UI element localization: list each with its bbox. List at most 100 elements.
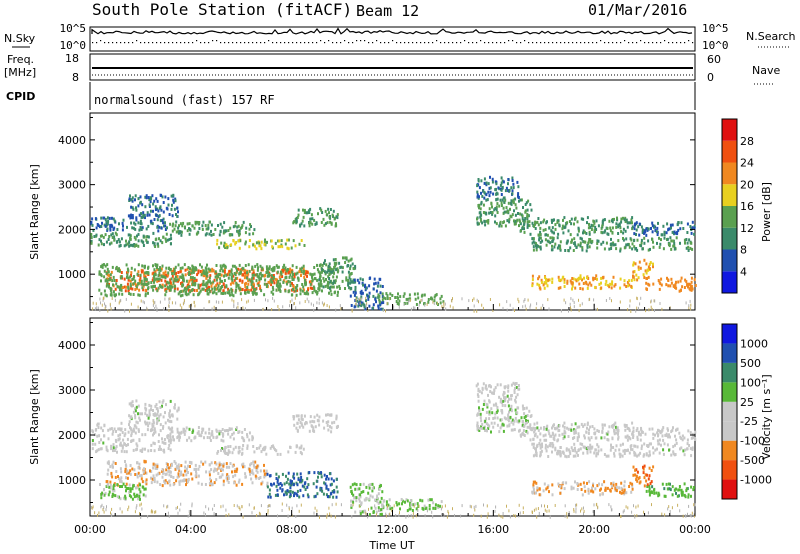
- ground-scatter-cell: [690, 307, 692, 311]
- echo-cell: [152, 413, 155, 416]
- echo-cell: [377, 306, 380, 310]
- echo-cell: [272, 279, 275, 283]
- echo-cell: [208, 431, 211, 435]
- echo-cell: [642, 454, 645, 458]
- echo-cell: [103, 424, 106, 428]
- echo-cell: [518, 428, 521, 432]
- echo-cell: [520, 416, 523, 420]
- echo-cell: [259, 264, 262, 268]
- echo-cell: [129, 279, 132, 283]
- nsearch-dot: [272, 42, 274, 44]
- echo-cell: [156, 480, 159, 484]
- echo-cell: [190, 439, 193, 443]
- echo-cell: [222, 464, 225, 468]
- echo-cell: [314, 494, 317, 498]
- station-title: South Pole Station (fitACF): [92, 0, 352, 19]
- echo-cell: [100, 225, 103, 228]
- echo-cell: [156, 467, 159, 470]
- echo-cell: [161, 264, 164, 268]
- echo-cell: [253, 287, 256, 291]
- echo-cell: [434, 503, 437, 507]
- echo-cell: [142, 283, 145, 286]
- echo-cell: [543, 426, 546, 429]
- echo-cell: [570, 428, 573, 432]
- nsearch-dot: [428, 42, 430, 44]
- echo-cell: [142, 493, 145, 497]
- nsearch-dot: [444, 42, 446, 44]
- echo-cell: [148, 198, 151, 202]
- echo-cell: [563, 285, 566, 288]
- echo-cell: [488, 211, 491, 215]
- echo-cell: [689, 225, 692, 228]
- echo-cell: [255, 279, 258, 283]
- echo-cell: [232, 431, 235, 435]
- echo-cell: [585, 430, 588, 434]
- nsearch-dot: [232, 42, 234, 44]
- echo-cell: [631, 448, 634, 452]
- echo-cell: [218, 475, 221, 479]
- echo-cell: [131, 429, 134, 433]
- echo-cell: [223, 279, 226, 282]
- echo-cell: [476, 222, 479, 226]
- nsearch-dot: [420, 42, 422, 44]
- echo-cell: [123, 434, 126, 438]
- ground-scatter-cell: [293, 302, 295, 306]
- echo-cell: [147, 416, 150, 420]
- echo-cell: [539, 432, 542, 436]
- echo-cell: [232, 294, 235, 298]
- echo-cell: [315, 479, 318, 483]
- echo-cell: [511, 179, 514, 182]
- echo-cell: [113, 489, 116, 493]
- power-echoes: [90, 175, 697, 313]
- echo-cell: [164, 195, 167, 199]
- echo-cell: [256, 268, 259, 272]
- echo-cell: [551, 426, 553, 430]
- echo-cell: [158, 237, 160, 241]
- echo-cell: [187, 285, 189, 289]
- echo-cell: [158, 445, 161, 449]
- velocity-echoes: [91, 381, 697, 519]
- echo-cell: [523, 407, 526, 410]
- ground-scatter-cell: [579, 303, 581, 307]
- echo-cell: [249, 279, 252, 283]
- echo-cell: [217, 289, 220, 293]
- echo-cell: [477, 183, 480, 187]
- echo-cell: [485, 193, 488, 197]
- echo-cell: [534, 453, 537, 457]
- echo-cell: [127, 285, 130, 289]
- echo-cell: [348, 273, 351, 277]
- echo-cell: [333, 271, 335, 275]
- echo-cell: [252, 460, 255, 464]
- ground-scatter-cell: [542, 303, 544, 307]
- ground-scatter-cell: [92, 301, 94, 305]
- echo-cell: [153, 463, 156, 467]
- echo-cell: [248, 278, 251, 282]
- echo-cell: [516, 406, 519, 410]
- echo-cell: [491, 211, 494, 214]
- echo-cell: [167, 197, 170, 201]
- echo-cell: [532, 480, 535, 484]
- echo-cell: [147, 287, 149, 291]
- echo-cell: [476, 195, 479, 199]
- echo-cell: [533, 430, 536, 434]
- echo-cell: [574, 428, 577, 432]
- echo-cell: [536, 220, 539, 224]
- echo-cell: [603, 230, 606, 234]
- ground-scatter-cell: [560, 309, 562, 313]
- echo-cell: [137, 493, 139, 497]
- echo-cell: [127, 278, 130, 282]
- echo-cell: [142, 211, 145, 215]
- echo-cell: [663, 236, 666, 240]
- echo-cell: [173, 272, 176, 276]
- echo-cell: [363, 510, 366, 514]
- echo-cell: [121, 292, 124, 296]
- echo-cell: [563, 226, 566, 230]
- echo-cell: [525, 418, 527, 422]
- echo-cell: [320, 221, 323, 224]
- echo-cell: [493, 416, 496, 420]
- ground-scatter-cell: [114, 298, 116, 302]
- echo-cell: [157, 277, 160, 281]
- nsearch-dot: [484, 42, 486, 44]
- echo-cell: [300, 239, 303, 242]
- echo-cell: [313, 266, 316, 269]
